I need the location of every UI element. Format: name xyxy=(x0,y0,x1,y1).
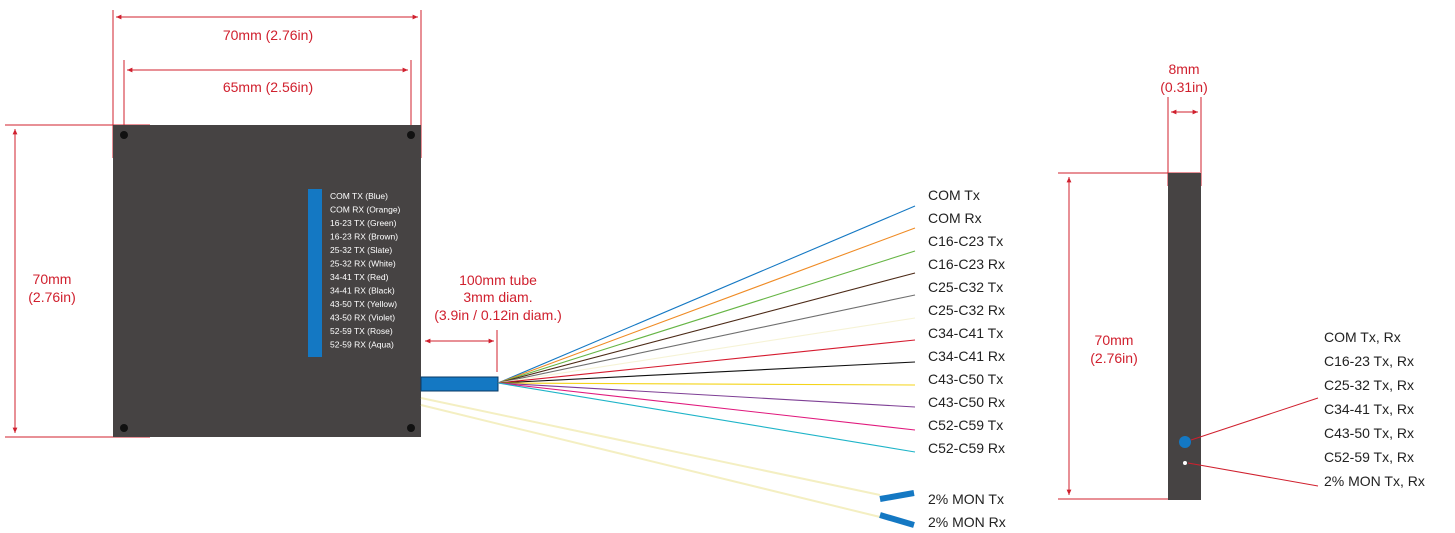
fiber-tube xyxy=(420,376,499,392)
tube-port xyxy=(1179,436,1191,448)
legend-item: 34-41 RX (Black) xyxy=(330,286,395,296)
legend-item: 25-32 TX (Slate) xyxy=(330,245,392,255)
tube-imperial-label: (3.9in / 0.12in diam.) xyxy=(434,307,562,323)
fiber-label: C52-C59 Tx xyxy=(928,417,1003,433)
port-label: C25-32 Tx, Rx xyxy=(1324,377,1414,393)
fiber-c34-rx xyxy=(497,361,916,384)
mount-hole-bottom-right xyxy=(407,424,415,432)
fiber-label: C43-C50 Rx xyxy=(928,394,1005,410)
fiber-fanout xyxy=(420,205,916,528)
port-labels: COM Tx, Rx C16-23 Tx, Rx C25-32 Tx, Rx C… xyxy=(1324,329,1425,489)
fiber-c43-rx xyxy=(497,382,916,408)
port-label: COM Tx, Rx xyxy=(1324,329,1401,345)
fiber-label: C34-C41 Rx xyxy=(928,348,1005,364)
fiber-c43-tx xyxy=(497,382,916,386)
fiber-label: C34-C41 Tx xyxy=(928,325,1003,341)
fiber-c25-tx xyxy=(497,294,916,384)
tube-assembly: 100mm tube 3mm diam. (3.9in / 0.12in dia… xyxy=(420,272,562,392)
port-label: C34-41 Tx, Rx xyxy=(1324,401,1414,417)
fiber-c25-rx xyxy=(497,317,916,384)
legend-item: 43-50 TX (Yellow) xyxy=(330,299,397,309)
fiber-label: C25-C32 Rx xyxy=(928,302,1005,318)
fiber-mon-tx xyxy=(420,397,881,496)
tube-length-label: 100mm tube xyxy=(459,272,537,288)
port-label: C52-59 Tx, Rx xyxy=(1324,449,1414,465)
mount-hole-bottom-left xyxy=(120,424,128,432)
width-outer-label: 70mm (2.76in) xyxy=(223,27,313,43)
height-in-label: (2.76in) xyxy=(28,289,75,305)
mount-hole-top-right xyxy=(407,131,415,139)
thickness-in-label: (0.31in) xyxy=(1160,79,1207,95)
legend-item: 52-59 RX (Aqua) xyxy=(330,340,394,350)
fiber-label: C16-C23 Rx xyxy=(928,256,1005,272)
legend-item: 52-59 TX (Rose) xyxy=(330,326,393,336)
legend-item: COM TX (Blue) xyxy=(330,191,388,201)
legend-item: 34-41 TX (Red) xyxy=(330,272,389,282)
port-label: C16-23 Tx, Rx xyxy=(1324,353,1414,369)
legend-item: 16-23 RX (Brown) xyxy=(330,232,398,242)
mon-port xyxy=(1183,461,1187,465)
fiber-label: C52-C59 Rx xyxy=(928,440,1005,456)
module-box xyxy=(113,125,421,437)
port-label: C43-50 Tx, Rx xyxy=(1324,425,1414,441)
tube-diameter-label: 3mm diam. xyxy=(463,289,532,305)
width-holes-label: 65mm (2.56in) xyxy=(223,79,313,95)
side-view: 8mm (0.31in) 70mm (2.76in) COM Tx, Rx C1… xyxy=(1058,61,1425,500)
thickness-mm-label: 8mm xyxy=(1168,61,1199,77)
fiber-label: C16-C23 Tx xyxy=(928,233,1003,249)
fiber-labels: COM Tx COM Rx C16-C23 Tx C16-C23 Rx C25-… xyxy=(928,187,1006,530)
fiber-com-rx xyxy=(497,227,916,384)
legend-item: 16-23 TX (Green) xyxy=(330,218,397,228)
front-view: 70mm (2.76in) 65mm (2.56in) 70mm (2.76in… xyxy=(5,10,422,438)
fiber-label: COM Rx xyxy=(928,210,982,226)
height-mm-label: 70mm xyxy=(33,271,72,287)
legend-color-bar xyxy=(308,189,322,357)
legend-item: 25-32 RX (White) xyxy=(330,259,396,269)
fiber-label: C43-C50 Tx xyxy=(928,371,1003,387)
fiber-c52-rx xyxy=(497,382,916,453)
side-height-mm-label: 70mm xyxy=(1095,332,1134,348)
legend-item: COM RX (Orange) xyxy=(330,205,401,215)
fiber-com-tx xyxy=(497,205,916,384)
fiber-label: C25-C32 Tx xyxy=(928,279,1003,295)
fiber-label: COM Tx xyxy=(928,187,980,203)
module-side-profile xyxy=(1168,173,1201,500)
fiber-legend: COM TX (Blue) COM RX (Orange) 16-23 TX (… xyxy=(330,191,401,350)
mon-label: 2% MON Rx xyxy=(928,514,1006,530)
side-height-in-label: (2.76in) xyxy=(1090,350,1137,366)
mon-port-leader xyxy=(1187,462,1319,487)
fiber-c34-tx xyxy=(497,339,916,384)
fiber-mon-rx xyxy=(420,404,881,518)
mon-tx-connector xyxy=(879,490,915,502)
mount-hole-top-left xyxy=(120,131,128,139)
fiber-c16-rx xyxy=(497,272,916,384)
mon-label: 2% MON Tx xyxy=(928,491,1004,507)
port-label: 2% MON Tx, Rx xyxy=(1324,473,1425,489)
fiber-c16-tx xyxy=(497,250,916,384)
mon-rx-connector xyxy=(879,512,915,528)
legend-item: 43-50 RX (Violet) xyxy=(330,313,395,323)
tube-port-leader xyxy=(1190,397,1319,441)
fiber-c52-tx xyxy=(497,382,916,431)
